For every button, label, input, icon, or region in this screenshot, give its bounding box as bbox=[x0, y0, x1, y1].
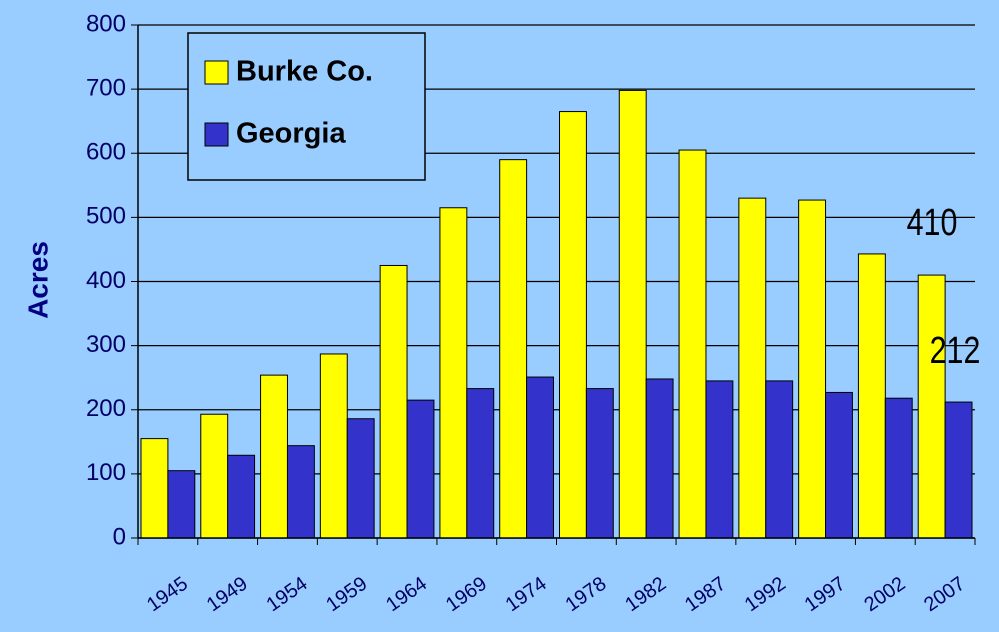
value-label: 410 bbox=[907, 202, 958, 244]
bar bbox=[406, 399, 435, 539]
bar bbox=[917, 274, 946, 539]
y-tick-label: 100 bbox=[86, 459, 126, 486]
y-tick-label: 200 bbox=[86, 395, 126, 422]
bar bbox=[286, 445, 315, 539]
bar bbox=[260, 374, 288, 539]
bar bbox=[526, 376, 554, 539]
y-tick-label: 600 bbox=[86, 139, 126, 166]
bar bbox=[466, 388, 495, 539]
y-tick-label: 800 bbox=[86, 10, 126, 37]
bar bbox=[857, 253, 886, 539]
y-tick-label: 300 bbox=[86, 331, 126, 358]
bar bbox=[765, 380, 794, 539]
bar bbox=[200, 413, 229, 539]
bar bbox=[439, 207, 468, 539]
y-axis-label: Acres bbox=[22, 241, 53, 319]
bar bbox=[645, 378, 674, 539]
bar bbox=[346, 418, 375, 539]
y-tick-label: 500 bbox=[86, 203, 126, 230]
bar bbox=[379, 264, 408, 539]
bar bbox=[678, 149, 707, 539]
bar bbox=[227, 454, 256, 539]
legend-box bbox=[187, 32, 426, 181]
y-tick-label: 0 bbox=[113, 523, 126, 550]
bar bbox=[738, 197, 767, 539]
bar bbox=[944, 401, 973, 539]
legend-swatch bbox=[204, 122, 229, 147]
bar bbox=[559, 111, 587, 539]
bar bbox=[319, 353, 348, 539]
bar bbox=[585, 388, 614, 539]
legend-swatch bbox=[204, 60, 229, 85]
y-tick-label: 700 bbox=[86, 74, 126, 101]
y-tick-label: 400 bbox=[86, 267, 126, 294]
bar bbox=[798, 199, 827, 539]
value-label: 212 bbox=[930, 330, 981, 372]
legend-label: Burke Co. bbox=[236, 56, 373, 88]
bar bbox=[167, 470, 196, 539]
legend-label: Georgia bbox=[236, 118, 346, 150]
bar bbox=[140, 438, 169, 539]
bar bbox=[705, 380, 734, 539]
bar bbox=[825, 391, 853, 539]
bar bbox=[499, 159, 528, 539]
bar bbox=[618, 89, 647, 539]
bar bbox=[884, 397, 913, 539]
